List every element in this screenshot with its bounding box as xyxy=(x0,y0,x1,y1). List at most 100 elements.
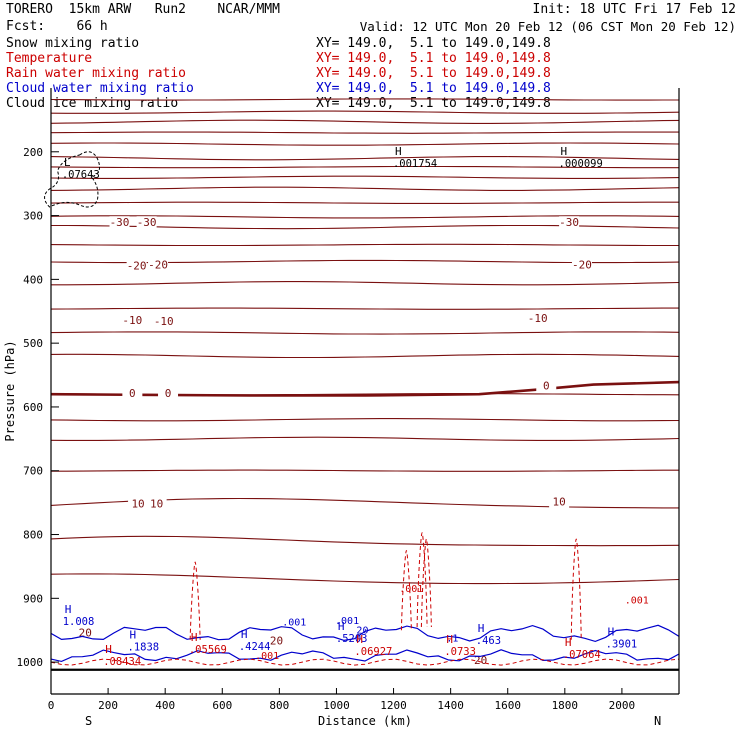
contour-label: .001 xyxy=(255,651,279,662)
init-time: Init: 18 UTC Fri 17 Feb 12 xyxy=(532,2,737,17)
temperature-isotherm xyxy=(50,119,680,124)
temperature-isotherm xyxy=(50,353,680,359)
rain-spike xyxy=(416,532,428,628)
temperature-isotherm xyxy=(51,281,680,286)
temperature-label: -20 xyxy=(572,258,592,271)
temperature-isotherm xyxy=(50,142,680,146)
y-tick-label: 400 xyxy=(23,273,43,286)
x-tick-label: 1200 xyxy=(380,699,407,712)
y-tick-label: 600 xyxy=(23,401,43,414)
x-tick-label: 400 xyxy=(155,699,175,712)
temperature-label: 20 xyxy=(474,654,487,667)
x-tick-label: 1000 xyxy=(323,699,350,712)
rain-spike xyxy=(189,561,201,640)
temperature-isotherm xyxy=(50,131,679,134)
extremum-marker: H xyxy=(395,145,402,158)
forecast-hour: Fcst: 66 h xyxy=(6,19,108,34)
x-tick-label: 1400 xyxy=(437,699,464,712)
temperature-isotherm xyxy=(50,436,680,441)
temperature-label-bg xyxy=(158,387,179,400)
y-tick-label: 200 xyxy=(23,146,43,159)
extremum-marker: H xyxy=(338,620,345,633)
extremum-marker: H xyxy=(105,643,112,656)
y-tick-label: 800 xyxy=(23,529,43,542)
temperature-label-bg xyxy=(126,259,147,272)
extremum-value: .1838 xyxy=(128,642,160,654)
cloud-water-contour xyxy=(50,624,680,643)
legend-label-rain: Rain water mixing ratio xyxy=(6,66,187,81)
temperature-isotherm xyxy=(50,201,679,204)
x-end-label-south: S xyxy=(85,714,92,728)
zero-isotherm xyxy=(50,380,680,397)
temperature-label: -20 xyxy=(148,258,168,271)
temperature-isotherm xyxy=(50,186,680,191)
temperature-label-bg xyxy=(128,497,149,510)
temperature-label: 10 xyxy=(552,496,565,509)
legend-xy-temperature: XY= 149.0, 5.1 to 149.0,149.8 xyxy=(316,51,551,66)
y-axis-title: Pressure (hPa) xyxy=(3,340,17,441)
temperature-isotherm xyxy=(50,110,680,114)
temperature-label-bg xyxy=(148,258,169,271)
x-tick-label: 800 xyxy=(269,699,289,712)
x-end-label-north: N xyxy=(654,714,661,728)
temperature-label-bg xyxy=(559,216,580,229)
extremum-value: .000099 xyxy=(559,158,603,170)
cloud-water-contour xyxy=(50,649,680,663)
extremum-marker: H xyxy=(191,631,198,644)
rain-contour xyxy=(50,658,680,666)
legend-xy-snow: XY= 149.0, 5.1 to 149.0,149.8 xyxy=(316,36,551,51)
x-tick-label: 200 xyxy=(98,699,118,712)
y-tick-label: 900 xyxy=(23,592,43,605)
temperature-label: 0 xyxy=(543,380,550,393)
temperature-isotherm xyxy=(51,469,679,472)
temperature-label: 0 xyxy=(165,387,172,400)
extremum-marker: H xyxy=(130,629,137,642)
legend-xy-cloud-water: XY= 149.0, 5.1 to 149.0,149.8 xyxy=(316,81,551,96)
temperature-label: -20 xyxy=(127,260,147,273)
temperature-isotherm xyxy=(50,535,680,547)
x-axis-title: Distance (km) xyxy=(318,714,412,728)
y-tick-label: 1000 xyxy=(17,656,44,669)
extremum-marker: H xyxy=(65,603,72,616)
contour-label: .001 xyxy=(282,618,306,629)
extremum-marker: H xyxy=(565,636,572,649)
legend-label-snow: Snow mixing ratio xyxy=(6,36,140,51)
extremum-value: .5203 xyxy=(336,633,368,645)
rain-spike xyxy=(570,538,582,640)
temperature-isotherm xyxy=(50,175,680,179)
temperature-label-bg xyxy=(536,379,557,392)
temperature-label-bg xyxy=(136,216,157,229)
temperature-isotherm xyxy=(50,307,679,310)
temperature-label: 20 xyxy=(270,635,283,648)
temperature-label: -10 xyxy=(154,315,174,328)
x-tick-label: 2000 xyxy=(609,699,636,712)
extremum-marker: H xyxy=(478,622,485,635)
temperature-label-bg xyxy=(146,497,167,510)
x-tick-label: 1600 xyxy=(494,699,521,712)
temperature-label-bg xyxy=(153,315,174,328)
contour-label: .001 xyxy=(335,616,359,627)
temperature-label: -30 xyxy=(110,216,130,229)
contour-label: 20 xyxy=(356,625,368,636)
legend-label-cloud-water: Cloud water mixing ratio xyxy=(6,81,194,96)
y-tick-label: 700 xyxy=(23,465,43,478)
legend-xy-rain: XY= 149.0, 5.1 to 149.0,149.8 xyxy=(316,66,551,81)
temperature-isotherm xyxy=(50,98,679,101)
temperature-label: 10 xyxy=(150,498,163,511)
temperature-label-bg xyxy=(122,387,143,400)
extremum-marker: L xyxy=(64,156,71,169)
extremum-value: .06927 xyxy=(354,646,392,658)
extremum-value: .08434 xyxy=(103,656,141,668)
temperature-isotherm xyxy=(50,573,680,585)
snow-contour xyxy=(44,151,101,208)
temperature-label: -30 xyxy=(559,216,579,229)
contour-label: .001 xyxy=(625,595,649,606)
extremum-value: .0733 xyxy=(444,646,476,658)
temperature-label-bg xyxy=(75,626,96,639)
contour-label: .001 xyxy=(399,584,423,595)
temperature-isotherm xyxy=(50,156,680,161)
temperature-isotherm xyxy=(50,165,679,169)
run-title: TORERO 15km ARW Run2 NCAR/MMM xyxy=(6,2,280,17)
